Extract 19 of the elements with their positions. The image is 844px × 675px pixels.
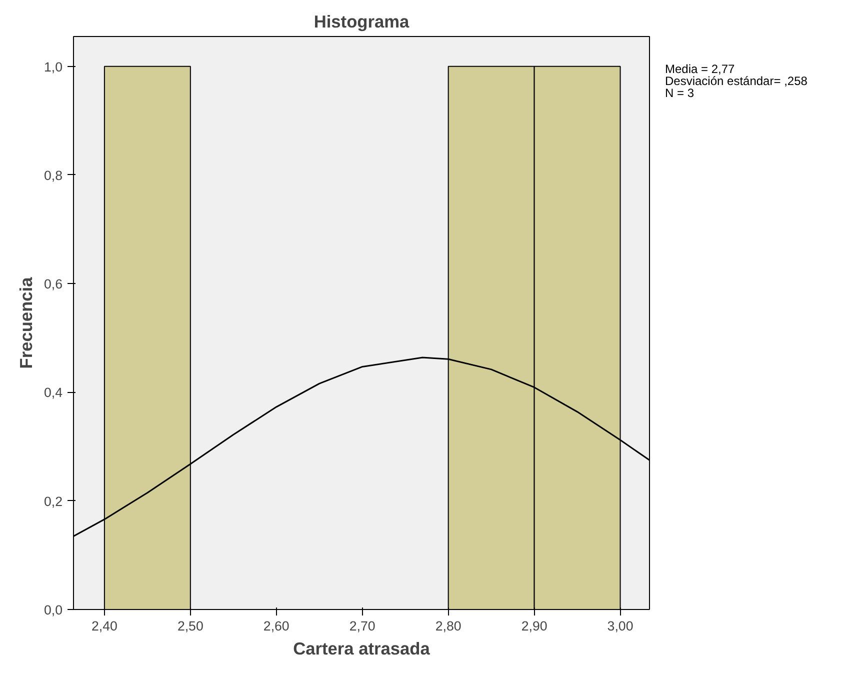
y-tick-label: 0,0 [44, 602, 63, 618]
x-tick-label: 2,90 [521, 618, 548, 634]
y-tick-label: 0,2 [44, 494, 63, 509]
y-tick-label: 0,4 [44, 385, 64, 400]
text: N = 3 [665, 86, 694, 100]
chart-title: Histograma [314, 12, 410, 32]
x-tick-label: 2,40 [91, 618, 118, 634]
y-tick-label: 0,8 [44, 168, 63, 183]
x-tick-label: 2,50 [177, 618, 204, 634]
x-tick-label: 2,80 [435, 618, 462, 634]
x-axis-title: Cartera atrasada [293, 638, 430, 658]
text: Media = 2,77 [665, 62, 735, 76]
y-axis-title: Frecuencia [16, 276, 36, 369]
x-tick-label: 3,00 [607, 618, 634, 634]
y-tick-label: 0,6 [44, 276, 63, 292]
y-tick-label: 1,0 [44, 59, 63, 74]
text: Desviación estándar= ,258 [665, 74, 808, 88]
x-tick-label: 2,60 [263, 618, 290, 634]
x-tick-label: 2,70 [349, 618, 376, 634]
